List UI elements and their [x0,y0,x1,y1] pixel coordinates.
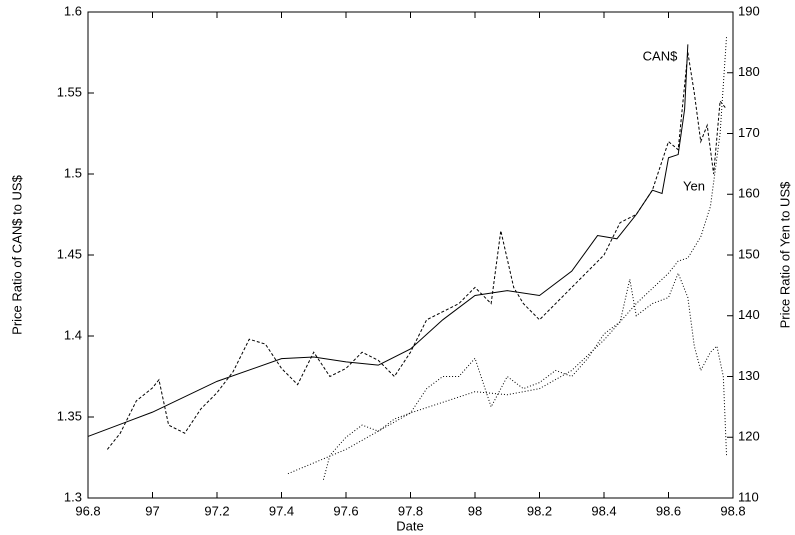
x-tick-label: 96.8 [75,503,100,518]
x-tick-label: 98 [468,503,482,518]
series-line [322,271,728,480]
y2-tick-label: 180 [738,64,760,79]
y2-tick-label: 140 [738,307,760,322]
series-line [106,52,727,450]
x-tick-label: 97.8 [398,503,423,518]
x-tick-label: 98.2 [527,503,552,518]
x-axis-label: Date [396,518,423,533]
series-line [287,36,728,475]
y-tick-label: 1.4 [64,327,82,342]
y-tick-label: 1.55 [57,84,82,99]
x-tick-label: 97 [145,503,159,518]
y-tick-label: 1.35 [57,408,82,423]
y-tick-label: 1.6 [64,3,82,18]
y-tick-label: 1.3 [64,489,82,504]
y2-tick-label: 190 [738,3,760,18]
annotation: Yen [683,178,705,193]
y2-axis-label: Price Ratio of Yen to US$ [777,181,792,328]
series-line [87,44,689,437]
y-tick-label: 1.5 [64,165,82,180]
y-tick-label: 1.45 [57,246,82,261]
plot-frame [87,11,734,499]
x-tick-label: 98.6 [656,503,681,518]
annotation: CAN$ [643,48,678,63]
y2-tick-label: 130 [738,368,760,383]
y-axis-label: Price Ratio of CAN$ to US$ [9,174,24,334]
y2-tick-label: 150 [738,246,760,261]
x-tick-label: 97.4 [269,503,294,518]
y2-tick-label: 120 [738,429,760,444]
y2-tick-label: 170 [738,125,760,140]
x-tick-label: 98.8 [720,503,745,518]
x-tick-label: 97.6 [333,503,358,518]
x-tick-label: 98.4 [591,503,616,518]
x-tick-label: 97.2 [204,503,229,518]
y2-tick-label: 110 [738,489,759,504]
y2-tick-label: 160 [738,186,760,201]
